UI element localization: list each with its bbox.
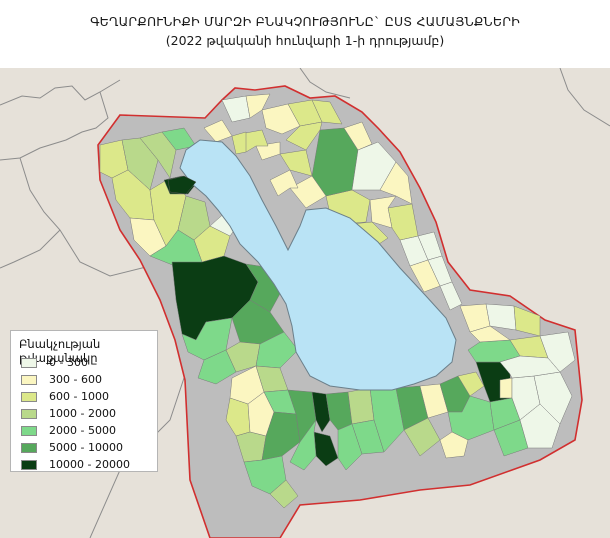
legend-swatch bbox=[21, 358, 37, 368]
community-polygon bbox=[289, 419, 317, 471]
community-polygon bbox=[231, 131, 247, 155]
community-polygon bbox=[269, 479, 299, 509]
community-polygon bbox=[513, 305, 541, 337]
community-polygon bbox=[343, 121, 373, 151]
community-polygon bbox=[255, 141, 281, 161]
community-polygon bbox=[311, 391, 331, 433]
community-polygon bbox=[289, 175, 327, 209]
community-polygon bbox=[121, 137, 159, 191]
community-polygon bbox=[519, 403, 561, 449]
map-title-block: ԳԵՂԱՐՔՈՒՆԻՔԻ ՄԱՐԶԻ ԲՆԱԿՉՈՒԹՅՈՒՆԸ` ԸՍՏ ՀԱ… bbox=[0, 0, 610, 62]
legend-swatch bbox=[21, 392, 37, 402]
legend: Բնակչության թվաքանակը 0 - 300 300 - 600 … bbox=[10, 330, 158, 472]
lake-sevan bbox=[179, 139, 457, 391]
community-polygon bbox=[379, 161, 413, 205]
community-polygon bbox=[439, 431, 469, 459]
legend-label: 600 - 1000 bbox=[49, 390, 109, 403]
community-polygon bbox=[261, 103, 301, 135]
legend-label: 300 - 600 bbox=[49, 373, 102, 386]
community-polygon bbox=[139, 131, 177, 179]
map-subtitle: (2022 թվականի հունվարի 1-ի դրությամբ) bbox=[165, 33, 445, 48]
communities bbox=[99, 93, 576, 509]
community-polygon bbox=[499, 377, 513, 399]
legend-label: 5000 - 10000 bbox=[49, 441, 123, 454]
community-polygon bbox=[439, 281, 463, 311]
legend-label: 1000 - 2000 bbox=[49, 407, 116, 420]
legend-swatch bbox=[21, 375, 37, 385]
legend-swatch bbox=[21, 460, 37, 470]
community-polygon bbox=[347, 387, 375, 425]
community-polygon bbox=[255, 331, 299, 369]
map-title: ԳԵՂԱՐՔՈՒՆԻՔԻ ՄԱՐԶԻ ԲՆԱԿՉՈՒԹՅՈՒՆԸ` ԸՍՏ ՀԱ… bbox=[90, 14, 520, 29]
northwest-peninsula bbox=[167, 175, 197, 195]
legend-title: Բնակչության թվաքանակը bbox=[19, 337, 101, 365]
community-polygon bbox=[469, 325, 511, 343]
community-polygon bbox=[539, 331, 576, 373]
community-polygon bbox=[181, 317, 233, 361]
community-polygon bbox=[279, 149, 313, 177]
legend-label: 2000 - 5000 bbox=[49, 424, 116, 437]
community-polygon bbox=[269, 169, 299, 197]
community-polygon bbox=[245, 93, 271, 119]
legend-swatch bbox=[21, 426, 37, 436]
legend-label: 0 - 300 bbox=[49, 356, 88, 369]
community-polygon bbox=[337, 423, 363, 471]
community-polygon bbox=[311, 99, 343, 125]
community-polygon bbox=[197, 349, 237, 385]
region-map bbox=[0, 68, 610, 538]
community-polygon bbox=[369, 195, 397, 229]
legend-swatch bbox=[21, 409, 37, 419]
legend-label: 10000 - 20000 bbox=[49, 458, 130, 471]
legend-swatch bbox=[21, 443, 37, 453]
community-polygon bbox=[285, 121, 323, 151]
